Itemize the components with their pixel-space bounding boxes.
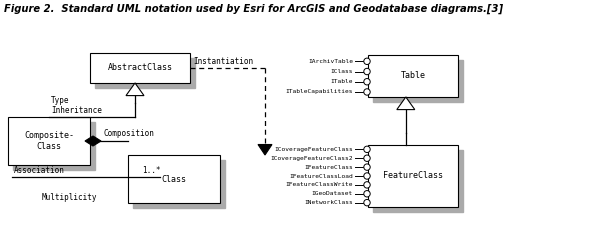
Circle shape [364, 78, 370, 85]
FancyBboxPatch shape [368, 55, 458, 97]
Polygon shape [85, 136, 101, 146]
Text: Composition: Composition [104, 129, 155, 138]
Text: Class: Class [162, 174, 187, 184]
Circle shape [364, 191, 370, 197]
Text: 1..*: 1..* [142, 166, 161, 175]
FancyBboxPatch shape [128, 155, 220, 203]
Text: Multiplicity: Multiplicity [42, 193, 98, 202]
Text: Type
Inheritance: Type Inheritance [51, 96, 102, 115]
Circle shape [364, 200, 370, 206]
Circle shape [364, 68, 370, 75]
Text: ICoverageFeatureClass: ICoverageFeatureClass [275, 147, 353, 152]
Polygon shape [126, 83, 144, 96]
Text: IFeatureClassLoad: IFeatureClassLoad [289, 173, 353, 179]
FancyBboxPatch shape [373, 60, 463, 102]
FancyBboxPatch shape [95, 58, 195, 88]
Circle shape [364, 155, 370, 161]
Text: ICoverageFeatureClass2: ICoverageFeatureClass2 [270, 156, 353, 161]
FancyBboxPatch shape [90, 53, 190, 83]
Text: Instantiation: Instantiation [193, 57, 253, 66]
Circle shape [364, 182, 370, 188]
Text: Association: Association [14, 166, 65, 175]
Text: IFeatureClass: IFeatureClass [304, 165, 353, 169]
Text: Table: Table [401, 72, 425, 80]
Text: INetworkClass: INetworkClass [304, 200, 353, 205]
Text: Composite-
Class: Composite- Class [24, 131, 74, 151]
Text: IFeatureClassWrite: IFeatureClassWrite [285, 182, 353, 187]
Text: Figure 2.  Standard UML notation used by Esri for ArcGIS and Geodatabase diagram: Figure 2. Standard UML notation used by … [4, 4, 503, 14]
Polygon shape [397, 97, 415, 110]
FancyBboxPatch shape [8, 117, 90, 165]
Text: FeatureClass: FeatureClass [383, 171, 443, 181]
FancyBboxPatch shape [368, 145, 458, 207]
Text: IGeoDataset: IGeoDataset [311, 191, 353, 196]
Text: ITableCapabilities: ITableCapabilities [285, 90, 353, 94]
Circle shape [364, 146, 370, 153]
Text: ITable: ITable [330, 79, 353, 84]
Circle shape [364, 173, 370, 179]
Text: AbstractClass: AbstractClass [107, 63, 173, 73]
Circle shape [364, 58, 370, 64]
Text: IArchivTable: IArchivTable [308, 59, 353, 64]
Circle shape [364, 89, 370, 95]
Text: IClass: IClass [330, 69, 353, 74]
FancyBboxPatch shape [133, 160, 225, 208]
FancyBboxPatch shape [13, 122, 95, 170]
FancyBboxPatch shape [373, 150, 463, 212]
Circle shape [364, 164, 370, 170]
Polygon shape [258, 144, 272, 155]
